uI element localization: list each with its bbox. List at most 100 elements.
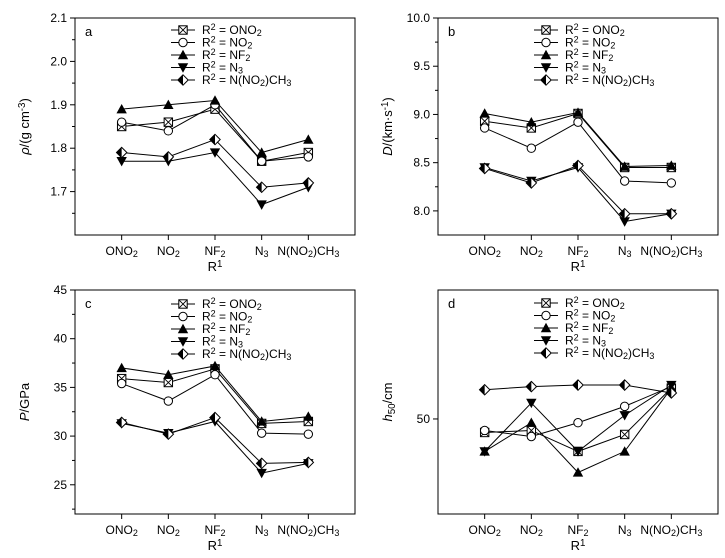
data-point bbox=[478, 383, 491, 396]
legend-entry: R2 = N(NO2)CH3 bbox=[202, 72, 291, 88]
data-point bbox=[256, 147, 267, 157]
data-point bbox=[572, 379, 584, 391]
data-point bbox=[209, 95, 221, 105]
data-point bbox=[163, 117, 174, 127]
x-tick-label: N(NO2)CH3 bbox=[277, 244, 339, 259]
legend-marker bbox=[177, 348, 189, 360]
legend-marker bbox=[178, 311, 188, 322]
chart-panel-b: 8.0 8.5 9.0 9.5 10.0 ONO2 NO2 NF2 N3 N(NO2)CH3 R1 D… bbox=[380, 11, 719, 274]
legend-entry: R2 = N3 bbox=[565, 333, 606, 349]
y-tick-label: 45 bbox=[54, 283, 68, 297]
legend-entry: R2 = N3 bbox=[202, 334, 243, 350]
data-point bbox=[526, 431, 537, 442]
data-point bbox=[115, 146, 128, 159]
legend-marker bbox=[177, 63, 189, 73]
legend-marker bbox=[178, 299, 188, 309]
y-tick-label: 1.9 bbox=[50, 98, 67, 112]
legend-entry: R2 = NO2 bbox=[565, 308, 615, 324]
legend-entry: R2 = ONO2 bbox=[202, 296, 262, 312]
series-line bbox=[484, 121, 672, 184]
y-axis-label: h50/cm bbox=[380, 382, 398, 421]
data-point bbox=[302, 177, 315, 189]
data-point bbox=[619, 176, 630, 186]
data-point bbox=[116, 378, 127, 389]
y-tick-label: 50 bbox=[417, 412, 431, 426]
data-point bbox=[256, 156, 267, 166]
data-point bbox=[256, 200, 267, 210]
data-point bbox=[572, 447, 584, 457]
data-point bbox=[209, 411, 221, 424]
data-point bbox=[210, 370, 220, 380]
x-tick-label: ONO2 bbox=[468, 523, 500, 538]
data-point bbox=[619, 446, 630, 456]
x-tick-label: NO2 bbox=[520, 244, 543, 259]
panel-letter: b bbox=[448, 24, 455, 39]
x-tick-label: N(NO2)CH3 bbox=[640, 523, 702, 538]
data-point bbox=[619, 411, 630, 421]
x-tick-label: ONO2 bbox=[105, 523, 137, 538]
data-point bbox=[479, 425, 490, 436]
data-point bbox=[209, 133, 221, 146]
series-line bbox=[484, 386, 672, 438]
data-point bbox=[666, 178, 677, 188]
legend-entry: R2 = NF2 bbox=[565, 320, 613, 336]
data-point bbox=[116, 103, 127, 114]
data-point bbox=[255, 457, 268, 470]
y-tick-label: 1.8 bbox=[50, 141, 67, 155]
data-point bbox=[209, 360, 221, 371]
chart-panel-d: 50 ONO2 NO2 NF2 N3 N(NO2)CH3 R1 h50/cm d R2 = ONO… bbox=[380, 289, 719, 553]
data-point bbox=[116, 117, 127, 127]
data-point bbox=[665, 387, 678, 399]
data-point bbox=[256, 416, 267, 426]
data-point bbox=[479, 447, 490, 457]
legend-entry: R2 = NO2 bbox=[202, 309, 252, 325]
data-point bbox=[619, 161, 630, 171]
data-point bbox=[618, 207, 631, 220]
x-tick-label: NF2 bbox=[567, 523, 588, 538]
panel-letter: c bbox=[85, 296, 92, 311]
x-tick-label: NF2 bbox=[204, 244, 225, 259]
data-point bbox=[526, 143, 537, 153]
data-point bbox=[665, 207, 678, 220]
x-tick-label: N(NO2)CH3 bbox=[277, 523, 339, 538]
data-point bbox=[303, 429, 314, 439]
data-point bbox=[526, 116, 537, 127]
legend-marker bbox=[541, 310, 551, 321]
y-tick-label: 2.1 bbox=[50, 11, 67, 25]
x-axis-label: R1 bbox=[208, 538, 223, 553]
legend-entry: R2 = NO2 bbox=[202, 35, 252, 51]
x-tick-label: ONO2 bbox=[468, 244, 500, 259]
legend-marker bbox=[540, 49, 552, 60]
data-point bbox=[572, 107, 584, 117]
data-point bbox=[573, 418, 583, 428]
legend-entry: R2 = ONO2 bbox=[565, 295, 625, 311]
legend-marker bbox=[541, 37, 551, 48]
x-tick-label: N3 bbox=[618, 523, 632, 538]
legend-entry: R2 = ONO2 bbox=[202, 22, 262, 38]
data-point bbox=[256, 428, 267, 438]
data-point bbox=[572, 467, 584, 477]
legend-marker bbox=[177, 74, 189, 86]
y-axis-label: ρ/(g cm-3) bbox=[17, 98, 32, 156]
data-point bbox=[163, 369, 174, 379]
data-point bbox=[302, 456, 315, 469]
data-point bbox=[115, 416, 128, 429]
data-point bbox=[526, 417, 537, 427]
data-point bbox=[163, 126, 174, 136]
legend-entry: R2 = N(NO2)CH3 bbox=[202, 346, 291, 362]
legend-marker bbox=[177, 337, 189, 347]
data-point bbox=[525, 177, 538, 189]
legend-marker bbox=[540, 74, 552, 86]
x-axis-label: R1 bbox=[571, 538, 586, 553]
data-point bbox=[303, 411, 314, 421]
legend-marker bbox=[178, 25, 188, 35]
series-line bbox=[484, 164, 672, 215]
y-tick-label: 9.0 bbox=[413, 107, 430, 121]
panel-letter: d bbox=[448, 296, 455, 311]
x-tick-label: ONO2 bbox=[105, 244, 137, 259]
data-point bbox=[666, 160, 677, 170]
